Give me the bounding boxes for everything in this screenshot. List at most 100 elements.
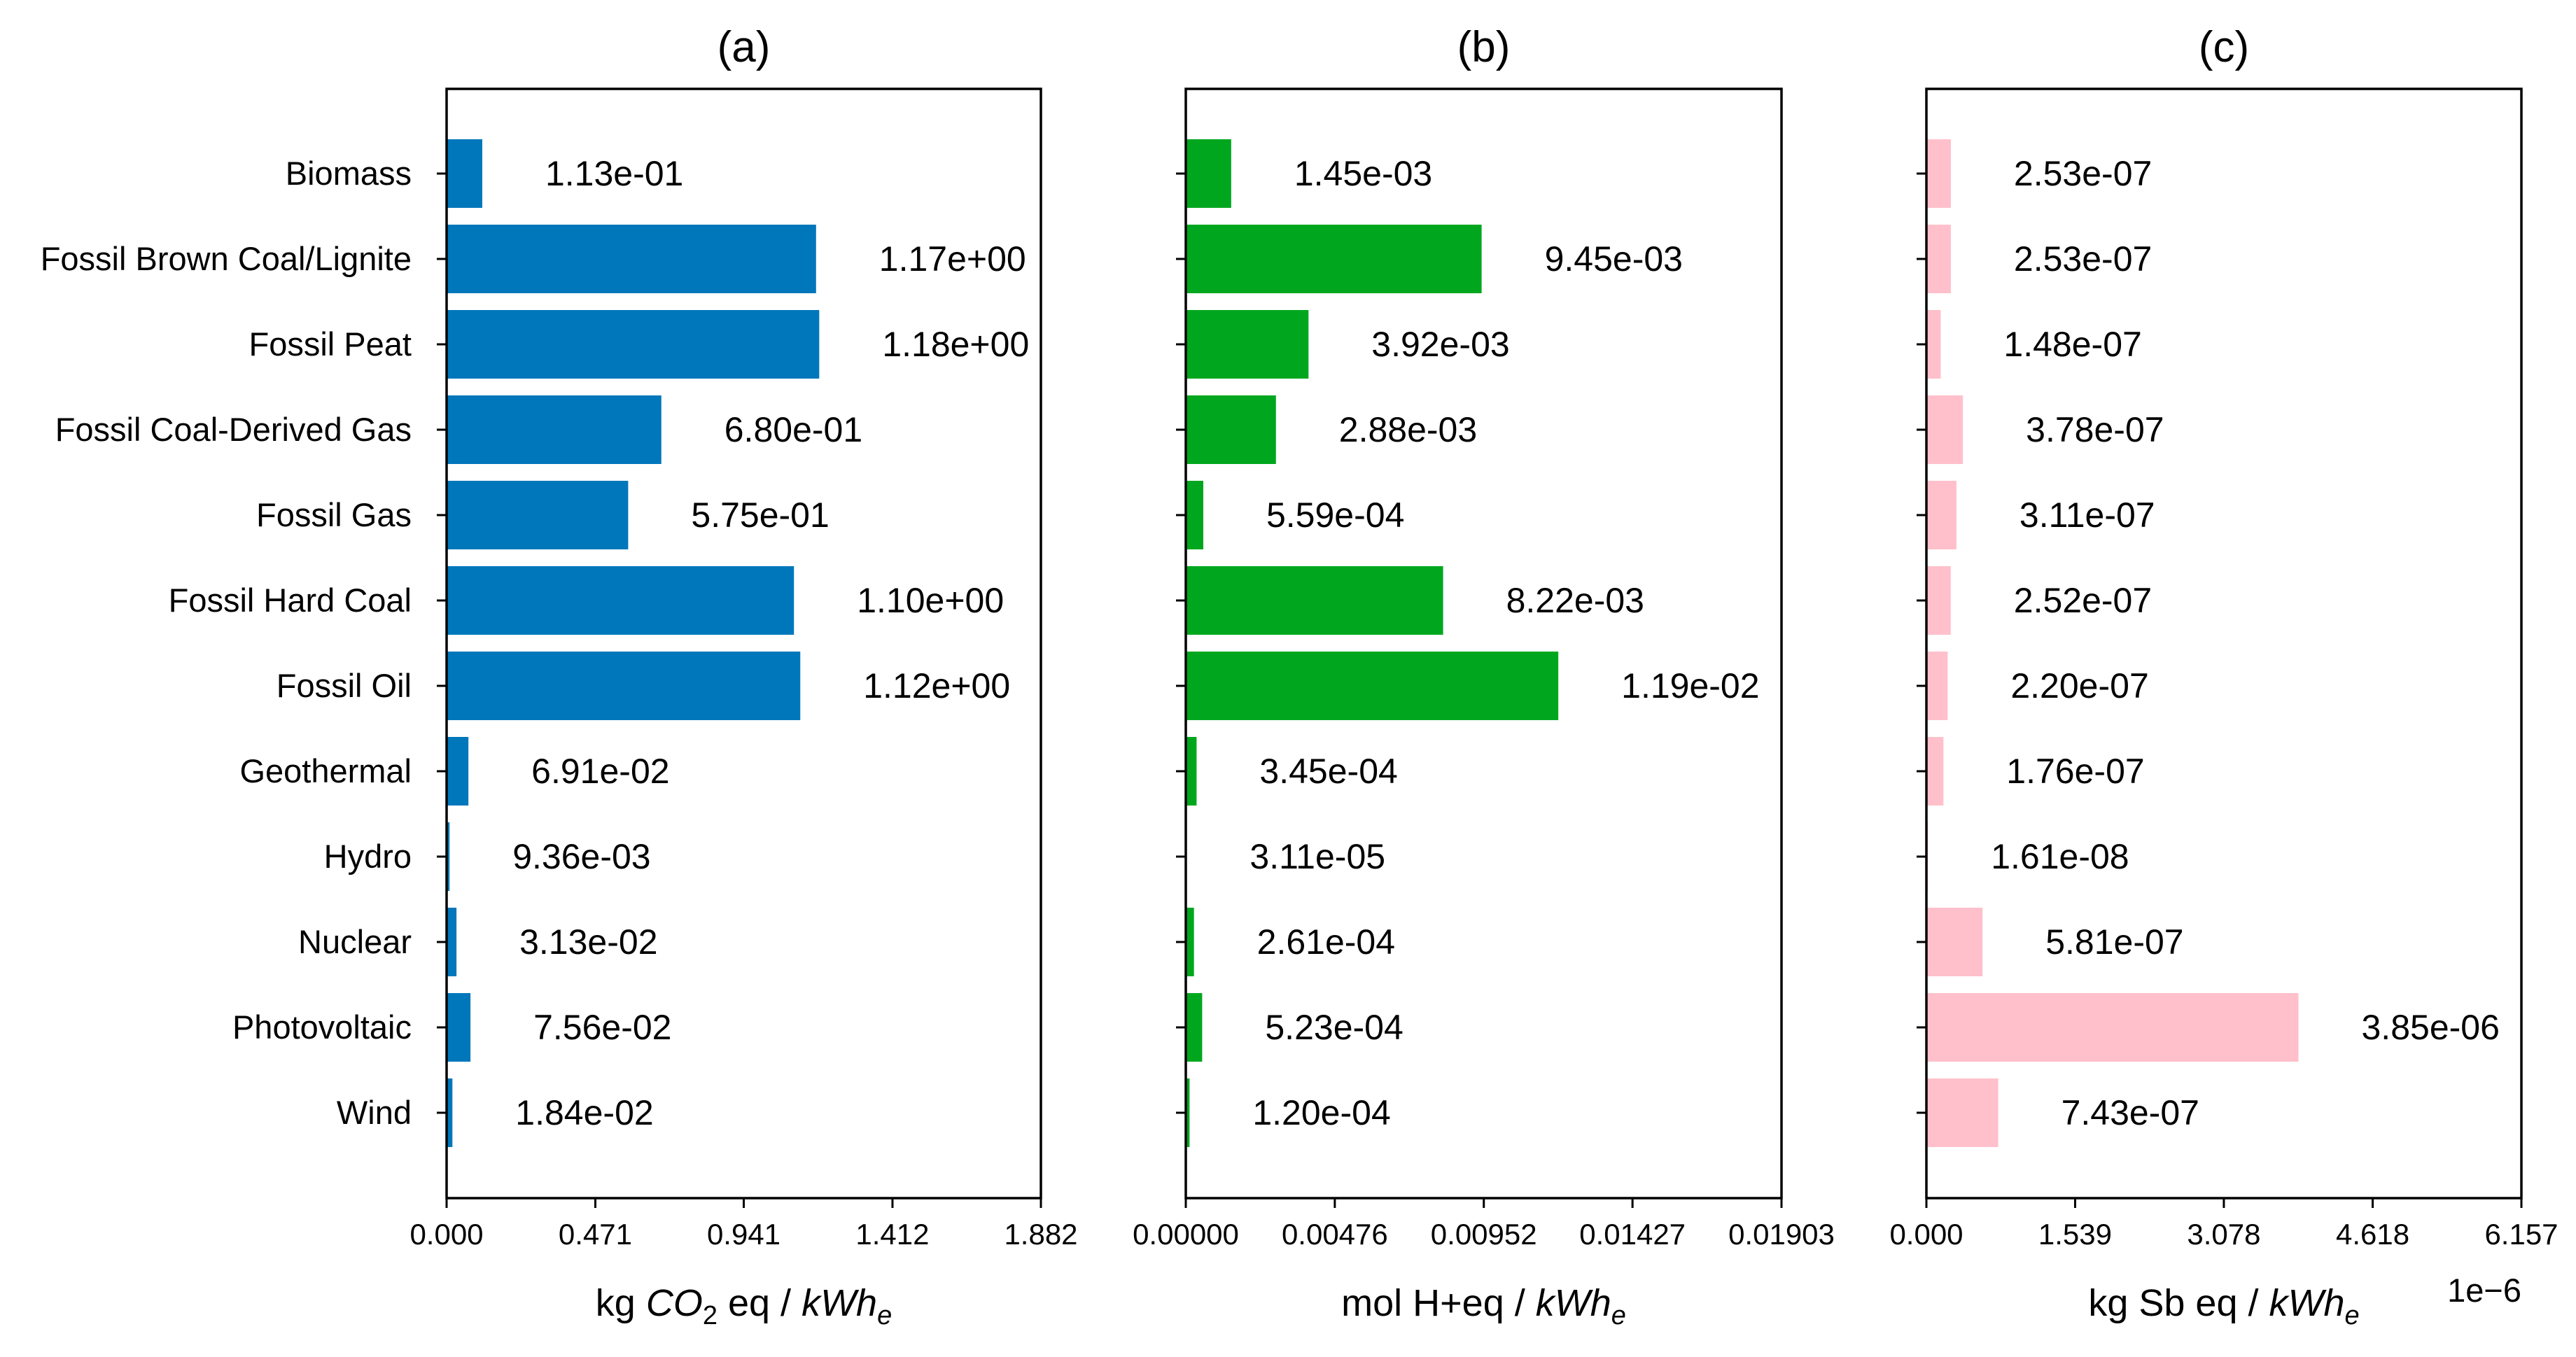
x-tick-label: 1.412 [855,1218,929,1251]
value-label: 1.18e+00 [882,325,1029,364]
value-label: 1.10e+00 [857,581,1004,620]
chart-title: (c) [2199,23,2249,71]
x-tick-label: 0.471 [559,1218,632,1251]
value-label: 1.45e-03 [1294,154,1432,193]
panel-1: 1.13e-01 Biomass 1.17e+00 Fossil Brown Coal… [41,23,1078,1330]
bar-2-6 [1186,566,1443,635]
bar-3-10 [1926,908,1983,976]
bar-1-8 [447,737,469,806]
value-label: 3.11e-05 [1250,837,1385,876]
value-label: 3.78e-07 [2026,410,2164,449]
value-label: 2.88e-03 [1339,410,1477,449]
bar-2-4 [1186,395,1276,464]
category-label: Photovoltaic [232,1008,412,1046]
x-axis-label-part: kWh [2269,1282,2345,1324]
category-label: Biomass [286,155,412,192]
category-label: Wind [337,1094,412,1131]
value-label: 5.59e-04 [1266,495,1404,535]
category-label: Fossil Peat [249,325,412,363]
bar-3-7 [1926,652,1948,720]
value-label: 2.53e-07 [2014,239,2152,279]
bar-1-5 [447,481,629,549]
x-tick-label: 0.01427 [1579,1218,1686,1251]
value-label: 1.48e-07 [2003,325,2141,364]
bar-1-2 [447,225,816,293]
value-label: 6.91e-02 [531,752,669,791]
x-tick-label: 0.00952 [1431,1218,1537,1251]
axis-offset-label: 1e−6 [2447,1272,2521,1309]
bar-3-3 [1926,310,1941,379]
value-label: 2.20e-07 [2010,666,2148,705]
value-label: 5.75e-01 [691,495,829,535]
bar-1-3 [447,310,820,379]
x-axis-label-part: e [877,1301,892,1330]
x-axis-label-part: e [1611,1301,1626,1330]
value-label: 7.43e-07 [2062,1093,2199,1132]
value-label: 6.80e-01 [724,410,862,449]
bar-1-7 [447,652,801,720]
bar-1-4 [447,395,662,464]
value-label: 1.76e-07 [2006,752,2144,791]
x-tick-label: 0.00000 [1133,1218,1239,1251]
value-label: 5.81e-07 [2045,922,2183,962]
x-axis-label-part: CO [646,1282,703,1324]
value-label: 3.45e-04 [1259,752,1397,791]
value-label: 1.84e-02 [515,1093,653,1132]
bar-2-8 [1186,737,1197,806]
value-label: 1.13e-01 [545,154,683,193]
bar-2-3 [1186,310,1309,379]
bar-3-2 [1926,225,1951,293]
bar-3-12 [1926,1078,1998,1147]
x-axis-label-part: kWh [1536,1282,1611,1324]
category-label: Fossil Hard Coal [169,582,412,619]
x-tick-label: 4.618 [2336,1218,2409,1251]
bar-3-4 [1926,395,1963,464]
bar-3-8 [1926,737,1944,806]
x-axis-label-part: mol H+eq / [1341,1282,1536,1324]
bar-2-1 [1186,139,1231,208]
value-label: 3.85e-06 [2362,1008,2500,1047]
bar-1-12 [447,1078,453,1147]
value-label: 7.56e-02 [533,1008,671,1047]
category-label: Fossil Oil [276,667,412,704]
x-tick-label: 0.000 [410,1218,483,1251]
x-tick-label: 1.882 [1004,1218,1077,1251]
x-tick-label: 0.01903 [1728,1218,1835,1251]
bar-1-9 [447,822,450,891]
bar-2-12 [1186,1078,1190,1147]
value-label: 9.36e-03 [512,837,650,876]
value-label: 8.22e-03 [1506,581,1644,620]
value-label: 5.23e-04 [1265,1008,1403,1047]
bar-2-11 [1186,993,1203,1062]
category-label: Fossil Gas [256,496,412,533]
bar-1-6 [447,566,794,635]
value-label: 1.61e-08 [1991,837,2129,876]
x-tick-label: 1.539 [2038,1218,2112,1251]
value-label: 2.61e-04 [1257,922,1395,962]
value-label: 9.45e-03 [1545,239,1683,279]
bar-2-2 [1186,225,1482,293]
value-label: 2.53e-07 [2014,154,2152,193]
value-label: 1.20e-04 [1252,1093,1390,1132]
value-label: 3.92e-03 [1371,325,1509,364]
value-label: 3.11e-07 [2019,495,2155,535]
x-axis-label-part: kWh [802,1282,877,1324]
x-axis-label-part: kg Sb eq / [2088,1282,2269,1324]
category-label: Fossil Coal-Derived Gas [55,411,412,448]
bar-1-11 [447,993,471,1062]
x-axis-label-part: e [2345,1301,2360,1330]
value-label: 1.12e+00 [863,666,1010,705]
category-label: Geothermal [239,752,412,789]
bar-1-1 [447,139,482,208]
bar-1-10 [447,908,457,976]
chart-title: (a) [718,23,771,71]
panel-3: 2.53e-07 2.53e-07 1.48e-07 3.78e-07 3.11e-07… [1889,23,2558,1330]
chart-title: (b) [1457,23,1511,71]
value-label: 1.19e-02 [1621,666,1759,705]
bar-2-7 [1186,652,1559,720]
value-label: 3.13e-02 [519,922,657,962]
bar-3-5 [1926,481,1956,549]
x-tick-label: 6.157 [2484,1218,2558,1251]
x-axis-label: kg Sb eq / kWhe [2088,1282,2359,1330]
